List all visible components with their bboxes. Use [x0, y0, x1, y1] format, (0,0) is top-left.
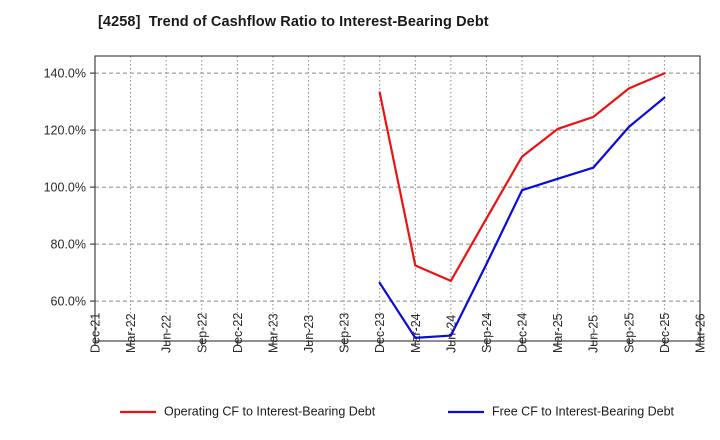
x-tick-label: Dec-22 [231, 313, 245, 353]
y-tick-label: 140.0% [44, 67, 86, 81]
chart-series-lines [378, 72, 666, 339]
x-tick-label: Sep-23 [338, 313, 352, 353]
x-tick-label: Jun-23 [302, 315, 316, 353]
series-line-free-cf [378, 96, 666, 339]
y-tick-label: 120.0% [44, 124, 86, 138]
chart-x-tick-marks [94, 341, 701, 346]
chart-y-tick-labels: 60.0% 80.0% 100.0% 120.0% 140.0% [44, 67, 86, 309]
x-tick-label: Sep-25 [622, 313, 636, 353]
y-tick-label: 100.0% [44, 181, 86, 195]
x-tick-label: Dec-21 [89, 313, 103, 353]
y-tick-label: 60.0% [51, 295, 86, 309]
chart-axis-frame [94, 55, 701, 342]
x-tick-label: Dec-24 [516, 313, 530, 353]
x-tick-label: Jun-25 [587, 315, 601, 353]
x-tick-label: Mar-25 [551, 313, 565, 353]
chart-title: [4258] Trend of Cashflow Ratio to Intere… [98, 14, 489, 30]
x-tick-label: Sep-22 [195, 313, 209, 353]
x-tick-label: Jun-22 [160, 315, 174, 353]
x-tick-label: Dec-23 [373, 313, 387, 353]
legend-label-operating-cf: Operating CF to Interest-Bearing Debt [164, 404, 376, 418]
chart-x-tick-labels: Dec-21 Mar-22 Jun-22 Sep-22 Dec-22 Mar-23 Jun-… [89, 313, 708, 353]
x-tick-label: Mar-23 [266, 313, 280, 353]
x-tick-label: Sep-24 [480, 313, 494, 353]
legend-label-free-cf: Free CF to Interest-Bearing Debt [492, 404, 675, 418]
x-tick-label: Mar-26 [694, 313, 708, 353]
series-line-operating-cf [378, 72, 666, 282]
chart-legend: Operating CF to Interest-Bearing Debt Fre… [120, 404, 675, 418]
x-tick-label: Mar-24 [409, 313, 423, 353]
x-tick-label: Mar-22 [124, 313, 138, 353]
chart-gridlines [94, 56, 701, 341]
x-tick-label: Dec-25 [658, 313, 672, 353]
y-tick-label: 80.0% [51, 238, 86, 252]
chart-y-tick-marks [90, 72, 95, 302]
